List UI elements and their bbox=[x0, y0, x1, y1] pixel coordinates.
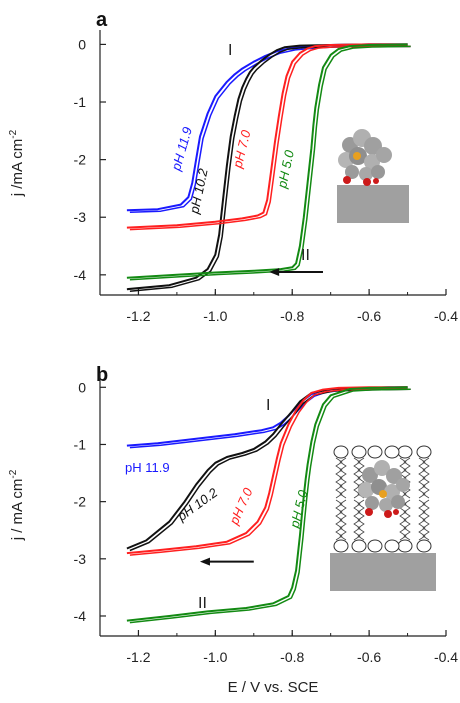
panel-b-annotation-I: I bbox=[266, 397, 270, 414]
panel-a-label-ph-7-0: pH 7.0 bbox=[229, 128, 253, 171]
x-tick-label: -1.0 bbox=[203, 649, 227, 665]
lipid-tail-icon bbox=[335, 499, 343, 541]
lipid-tail-icon bbox=[339, 499, 347, 541]
y-tick-label: 0 bbox=[78, 36, 86, 52]
lipid-tail-icon bbox=[422, 499, 430, 541]
y-tick-label: -3 bbox=[74, 551, 87, 567]
y-tick-label: -2 bbox=[74, 494, 87, 510]
lipid-tail-icon bbox=[403, 499, 411, 541]
lipid-tail-icon bbox=[418, 499, 426, 541]
panel-b-scan-arrow bbox=[199, 557, 254, 566]
panel-a-inset-porphyrin-electrode bbox=[337, 129, 409, 223]
panel-a: a 0 -1 -2 -3 -4 -1.2 -1.0 -0.8 -0.6 -0.4 j /mA c… bbox=[8, 9, 458, 324]
lipid-head-icon bbox=[367, 539, 383, 553]
panel-a-label-ph-10-2: pH 10.2 bbox=[186, 166, 211, 215]
y-tick-label: -2 bbox=[74, 152, 87, 168]
panel-a-frame bbox=[99, 30, 446, 296]
arrow-head-icon bbox=[199, 557, 210, 566]
lipid-tail-icon bbox=[357, 499, 365, 541]
series-return-line-ph-11-9 bbox=[129, 45, 411, 214]
panel-a-annotation-I: I bbox=[228, 42, 232, 59]
lipid-bilayer-icon bbox=[333, 445, 432, 553]
panel-b-y-axis-title: j / mA cm-2 bbox=[8, 469, 26, 541]
x-tick-label: -1.0 bbox=[203, 308, 227, 324]
lipid-head-icon bbox=[416, 445, 432, 459]
series-return-line-ph-7-0 bbox=[129, 45, 411, 231]
lipid-tail-icon bbox=[403, 457, 411, 499]
series-return-line-ph-10-2 bbox=[129, 45, 411, 292]
x-tick-label: -1.2 bbox=[126, 308, 150, 324]
lipid-head-icon bbox=[384, 539, 400, 553]
y-tick-label: 0 bbox=[78, 379, 86, 395]
y-tick-label: -4 bbox=[74, 608, 87, 624]
series-return-line-ph-5-0 bbox=[129, 388, 411, 624]
lipid-head-icon bbox=[384, 445, 400, 459]
lipid-tail-icon bbox=[418, 457, 426, 499]
panel-b-label-ph-11-9: pH 11.9 bbox=[125, 460, 170, 475]
x-tick-label: -0.6 bbox=[357, 649, 381, 665]
series-line-ph-5-0 bbox=[126, 386, 408, 622]
lipid-tail-icon bbox=[335, 457, 343, 499]
lipid-head-icon bbox=[333, 445, 349, 459]
panel-letter-b: b bbox=[96, 364, 108, 386]
panel-a-y-axis-title: j /mA cm-2 bbox=[8, 129, 26, 197]
panel-a-electrode bbox=[337, 185, 409, 223]
x-tick-label: -0.4 bbox=[434, 308, 458, 324]
panel-a-series bbox=[126, 43, 411, 292]
lipid-head-icon bbox=[333, 539, 349, 553]
panel-b-inset-porphyrin-bilayer bbox=[330, 445, 436, 591]
lipid-tail-icon bbox=[422, 457, 430, 499]
x-tick-label: -1.2 bbox=[126, 649, 150, 665]
lipid-tail-icon bbox=[339, 457, 347, 499]
lipid-head-icon bbox=[351, 539, 367, 553]
panel-letter-a: a bbox=[96, 9, 108, 31]
panel-b-series bbox=[126, 386, 411, 624]
series-line-ph-10-2 bbox=[126, 43, 408, 291]
lipid-head-icon bbox=[351, 445, 367, 459]
lipid-head-icon bbox=[397, 539, 413, 553]
panel-b-y-ticks: 0 -1 -2 -3 -4 bbox=[74, 379, 106, 624]
panel-a-label-ph-5-0: pH 5.0 bbox=[274, 148, 297, 190]
x-tick-label: -0.4 bbox=[434, 649, 458, 665]
lipid-tail-icon bbox=[353, 457, 361, 499]
panel-a-annotation-II: II bbox=[301, 247, 310, 264]
x-tick-label: -0.8 bbox=[280, 308, 304, 324]
series-return-line-ph-7-0 bbox=[129, 388, 411, 556]
panel-b-x-axis-title: E / V vs. SCE bbox=[228, 679, 319, 696]
series-line-ph-5-0 bbox=[126, 43, 408, 279]
panel-a-y-ticks: 0 -1 -2 -3 -4 bbox=[74, 36, 106, 283]
panel-b: b 0 -1 -2 -3 -4 -1.2 -1.0 -0.8 -0.6 -0.4 j / mA … bbox=[8, 364, 458, 696]
panel-b-label-ph-7-0: pH 7.0 bbox=[226, 485, 256, 528]
arrow-head-icon bbox=[269, 267, 280, 276]
y-tick-label: -4 bbox=[74, 267, 87, 283]
lipid-head-icon bbox=[367, 445, 383, 459]
panel-a-label-ph-11-9: pH 11.9 bbox=[168, 125, 195, 173]
lipid-tail-icon bbox=[353, 499, 361, 541]
panel-b-annotation-II: II bbox=[198, 595, 207, 612]
panel-b-electrode bbox=[330, 553, 436, 591]
panel-b-x-ticks: -1.2 -1.0 -0.8 -0.6 -0.4 bbox=[99, 630, 458, 665]
panel-a-x-ticks: -1.2 -1.0 -0.8 -0.6 -0.4 bbox=[99, 289, 458, 324]
y-tick-label: -3 bbox=[74, 209, 87, 225]
lipid-head-icon bbox=[416, 539, 432, 553]
panel-b-label-ph-5-0: pH 5.0 bbox=[286, 488, 310, 531]
series-return-line-ph-5-0 bbox=[129, 45, 411, 281]
series-line-ph-7-0 bbox=[126, 43, 408, 229]
series-line-ph-7-0 bbox=[126, 386, 408, 555]
panel-a-scan-arrow bbox=[269, 267, 323, 276]
y-tick-label: -1 bbox=[74, 436, 87, 452]
x-tick-label: -0.6 bbox=[357, 308, 381, 324]
panel-b-frame bbox=[99, 373, 446, 637]
porphyrin-molecule-icon bbox=[338, 129, 392, 186]
x-tick-label: -0.8 bbox=[280, 649, 304, 665]
porphyrin-molecule-icon bbox=[358, 460, 410, 518]
y-tick-label: -1 bbox=[74, 94, 87, 110]
lipid-head-icon bbox=[397, 445, 413, 459]
